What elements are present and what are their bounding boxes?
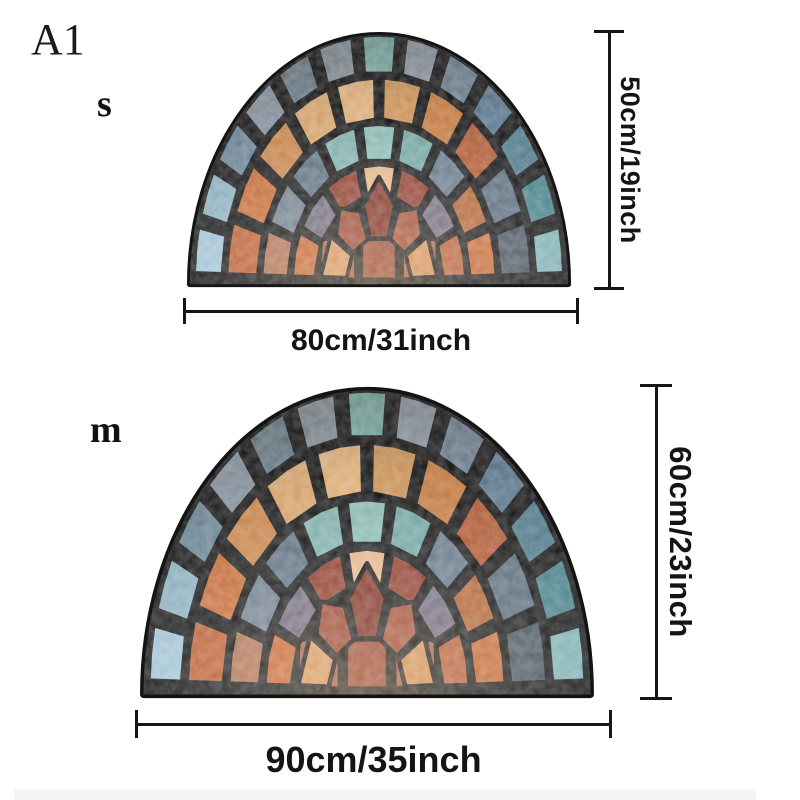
width-label-small: 80cm/31inch [290, 324, 472, 357]
width-label-medium: 90cm/35inch [265, 739, 482, 780]
bottom-strip [14, 789, 756, 800]
dimension-cap [609, 710, 612, 738]
dimension-cap [594, 287, 624, 290]
dimension-line [607, 30, 611, 290]
size-label-medium: m [90, 409, 122, 451]
height-dimension-medium: 60cm/23inch [640, 384, 698, 700]
height-label-small: 50cm/19inch [615, 76, 645, 244]
dimension-line [654, 384, 658, 700]
width-dimension-small: 80cm/31inch [183, 298, 579, 357]
variant-label: A1 [31, 15, 85, 64]
height-label-medium: 60cm/23inch [663, 446, 698, 638]
width-dimension-medium: 90cm/35inch [135, 710, 612, 780]
dimension-cap [640, 697, 672, 700]
mat-illustration-medium [140, 386, 594, 699]
size-label-small: s [97, 83, 112, 125]
mat-illustration-small [186, 31, 572, 288]
dimension-line [135, 722, 612, 726]
height-dimension-small: 50cm/19inch [594, 30, 645, 290]
dimension-cap [576, 298, 579, 324]
dimension-line [183, 309, 579, 313]
